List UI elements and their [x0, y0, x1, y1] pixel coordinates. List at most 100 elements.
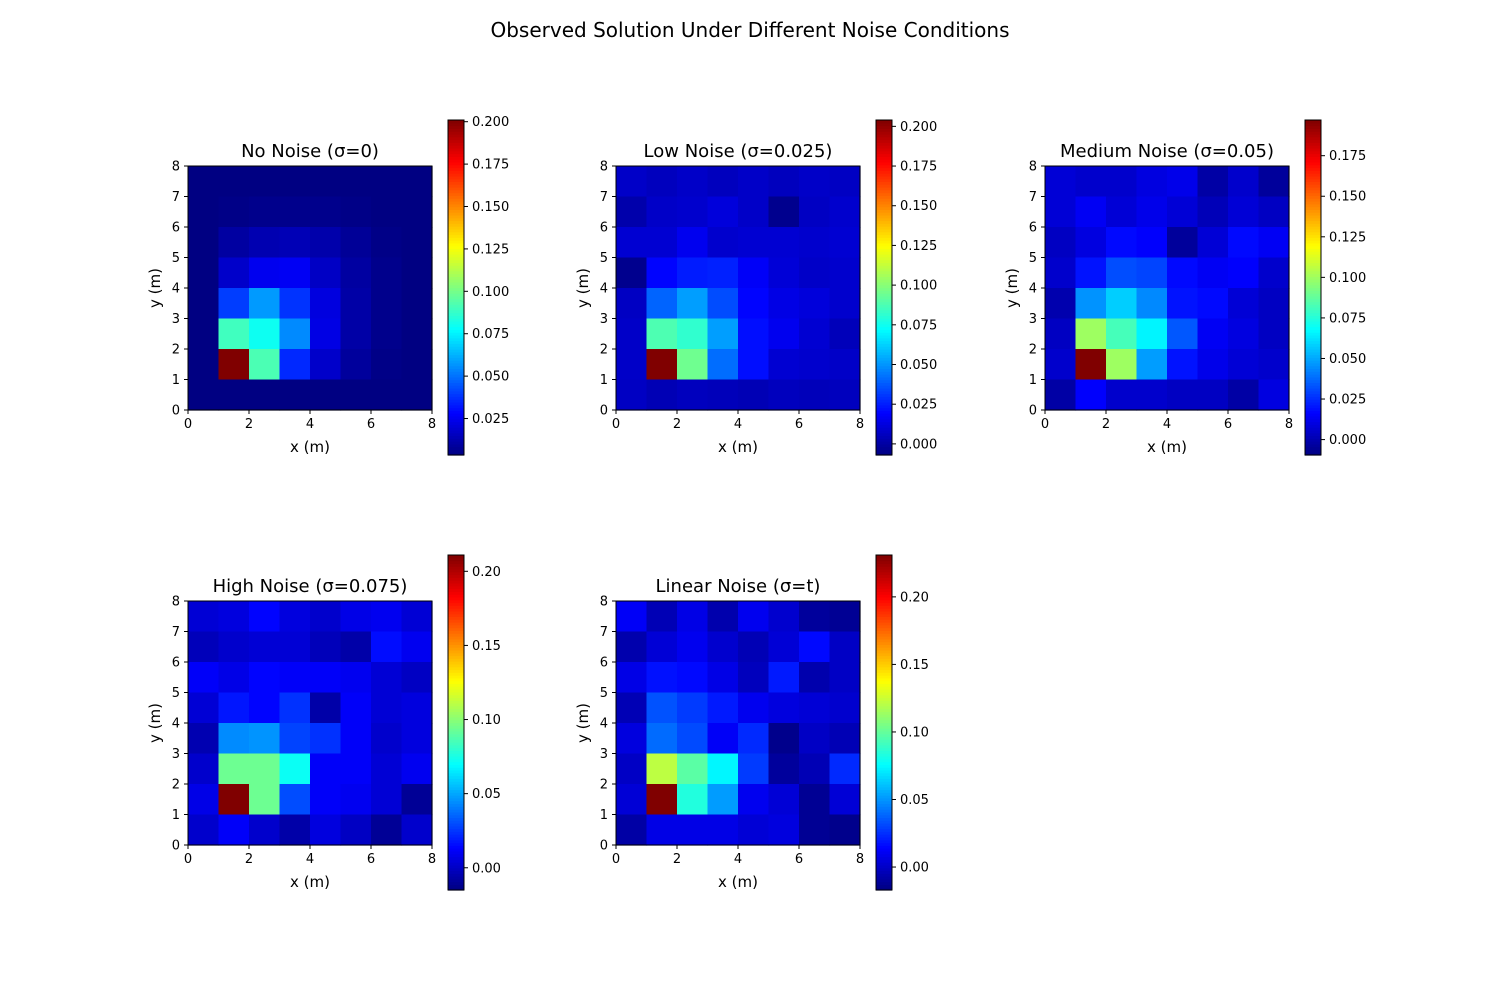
- heatmap-cell: [1228, 349, 1260, 381]
- colorbar-segment: [876, 725, 892, 729]
- colorbar-segment: [876, 399, 892, 403]
- heatmap-cell: [401, 166, 433, 198]
- colorbar-segment: [1305, 192, 1321, 196]
- heatmap-cell: [249, 166, 281, 198]
- colorbar-segment: [448, 234, 464, 238]
- heatmap-cell: [340, 784, 372, 816]
- colorbar-segment: [448, 240, 464, 244]
- colorbar-segment: [448, 312, 464, 317]
- colorbar-segment: [876, 309, 892, 314]
- colorbar-segment: [876, 312, 892, 317]
- colorbar-segment: [876, 878, 892, 883]
- colorbar-segment: [448, 170, 464, 174]
- colorbar-segment: [1305, 200, 1321, 205]
- colorbar-segment: [448, 424, 464, 428]
- figure-title: Observed Solution Under Different Noise …: [490, 18, 1009, 42]
- colorbar-segment: [448, 792, 464, 796]
- colorbar-segment: [448, 677, 464, 682]
- colorbar-segment: [876, 697, 892, 701]
- colorbar-segment: [876, 427, 892, 431]
- heatmap-cell: [677, 784, 709, 816]
- colorbar-segment: [876, 438, 892, 442]
- heatmap-cell: [218, 166, 250, 198]
- colorbar-segment: [876, 337, 892, 342]
- colorbar-segment: [876, 672, 892, 676]
- colorbar-tick-label: 0.150: [900, 199, 937, 214]
- colorbar-segment: [448, 555, 464, 559]
- heatmap-cell: [218, 318, 250, 350]
- colorbar-segment: [876, 702, 892, 707]
- colorbar-segment: [876, 404, 892, 409]
- y-tick-label: 1: [1029, 373, 1037, 388]
- colorbar-segment: [876, 321, 892, 325]
- colorbar-segment: [448, 772, 464, 777]
- heatmap-cell: [616, 601, 648, 633]
- colorbar-segment: [448, 293, 464, 297]
- colorbar-segment: [876, 781, 892, 785]
- colorbar-segment: [448, 608, 464, 612]
- colorbar-segment: [876, 346, 892, 350]
- colorbar-segment: [448, 184, 464, 188]
- heatmap-cell: [1075, 349, 1107, 381]
- heatmap-cell: [249, 379, 281, 411]
- colorbar-segment: [448, 697, 464, 701]
- colorbar-segment: [448, 859, 464, 863]
- heatmap-cell: [768, 692, 800, 724]
- heatmap-cell: [1075, 288, 1107, 320]
- heatmap-cell: [616, 784, 648, 816]
- colorbar-segment: [876, 354, 892, 358]
- colorbar-segment: [1305, 293, 1321, 297]
- colorbar-segment: [1305, 167, 1321, 171]
- heatmap-cell: [677, 349, 709, 381]
- colorbar-segment: [448, 187, 464, 191]
- heatmap-cell: [768, 227, 800, 259]
- colorbar-segment: [1305, 435, 1321, 439]
- colorbar-segment: [448, 251, 464, 255]
- colorbar-segment: [876, 131, 892, 135]
- heatmap-cell: [1136, 227, 1168, 259]
- heatmap-cell: [646, 196, 678, 228]
- heatmap-cell: [188, 318, 220, 350]
- colorbar-segment: [876, 719, 892, 724]
- colorbar-segment: [876, 198, 892, 202]
- heatmap-cell: [1167, 257, 1199, 289]
- heatmap-cell: [279, 318, 311, 350]
- heatmap-cell: [1258, 196, 1290, 228]
- colorbar-segment: [876, 407, 892, 411]
- colorbar-segment: [876, 602, 892, 606]
- colorbar-segment: [448, 580, 464, 584]
- colorbar-segment: [1305, 390, 1321, 395]
- colorbar-segment: [448, 337, 464, 342]
- colorbar-segment: [448, 401, 464, 406]
- heatmap-cell: [616, 753, 648, 785]
- heatmap-cell: [768, 814, 800, 846]
- colorbar-segment: [1305, 254, 1321, 258]
- heatmap-cell: [1136, 379, 1168, 411]
- colorbar-segment: [448, 602, 464, 606]
- heatmap-cell: [677, 814, 709, 846]
- colorbar-segment: [876, 203, 892, 208]
- heatmap-cell: [829, 784, 861, 816]
- y-tick-label: 2: [172, 343, 180, 358]
- x-tick-label: 2: [673, 852, 681, 867]
- colorbar-segment: [448, 856, 464, 860]
- y-tick-label: 6: [172, 656, 180, 671]
- heatmap-cell: [1258, 288, 1290, 320]
- colorbar-segment: [448, 864, 464, 869]
- colorbar-segment: [448, 147, 464, 152]
- colorbar-segment: [448, 351, 464, 356]
- heatmap-cell: [646, 318, 678, 350]
- heatmap-cell: [738, 723, 770, 755]
- colorbar-segment: [876, 557, 892, 562]
- heatmap-cell: [738, 318, 770, 350]
- y-axis-label: y (m): [574, 703, 592, 743]
- heatmap-cell: [1045, 379, 1077, 411]
- colorbar-segment: [1305, 357, 1321, 361]
- colorbar-segment: [448, 817, 464, 821]
- colorbar-segment: [448, 175, 464, 180]
- colorbar-tick-label: 0.175: [1329, 149, 1366, 164]
- colorbar-segment: [876, 577, 892, 581]
- x-tick-label: 8: [856, 852, 864, 867]
- colorbar-segment: [876, 873, 892, 877]
- colorbar-segment: [448, 867, 464, 872]
